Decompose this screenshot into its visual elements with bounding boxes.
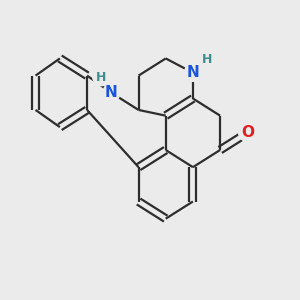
Circle shape — [239, 124, 256, 141]
Text: H: H — [202, 52, 212, 65]
Circle shape — [103, 84, 120, 101]
Circle shape — [184, 64, 202, 81]
Circle shape — [93, 68, 110, 86]
Text: H: H — [96, 70, 106, 83]
Circle shape — [199, 50, 216, 68]
Text: N: N — [187, 65, 199, 80]
Text: N: N — [105, 85, 118, 100]
Text: O: O — [241, 125, 254, 140]
